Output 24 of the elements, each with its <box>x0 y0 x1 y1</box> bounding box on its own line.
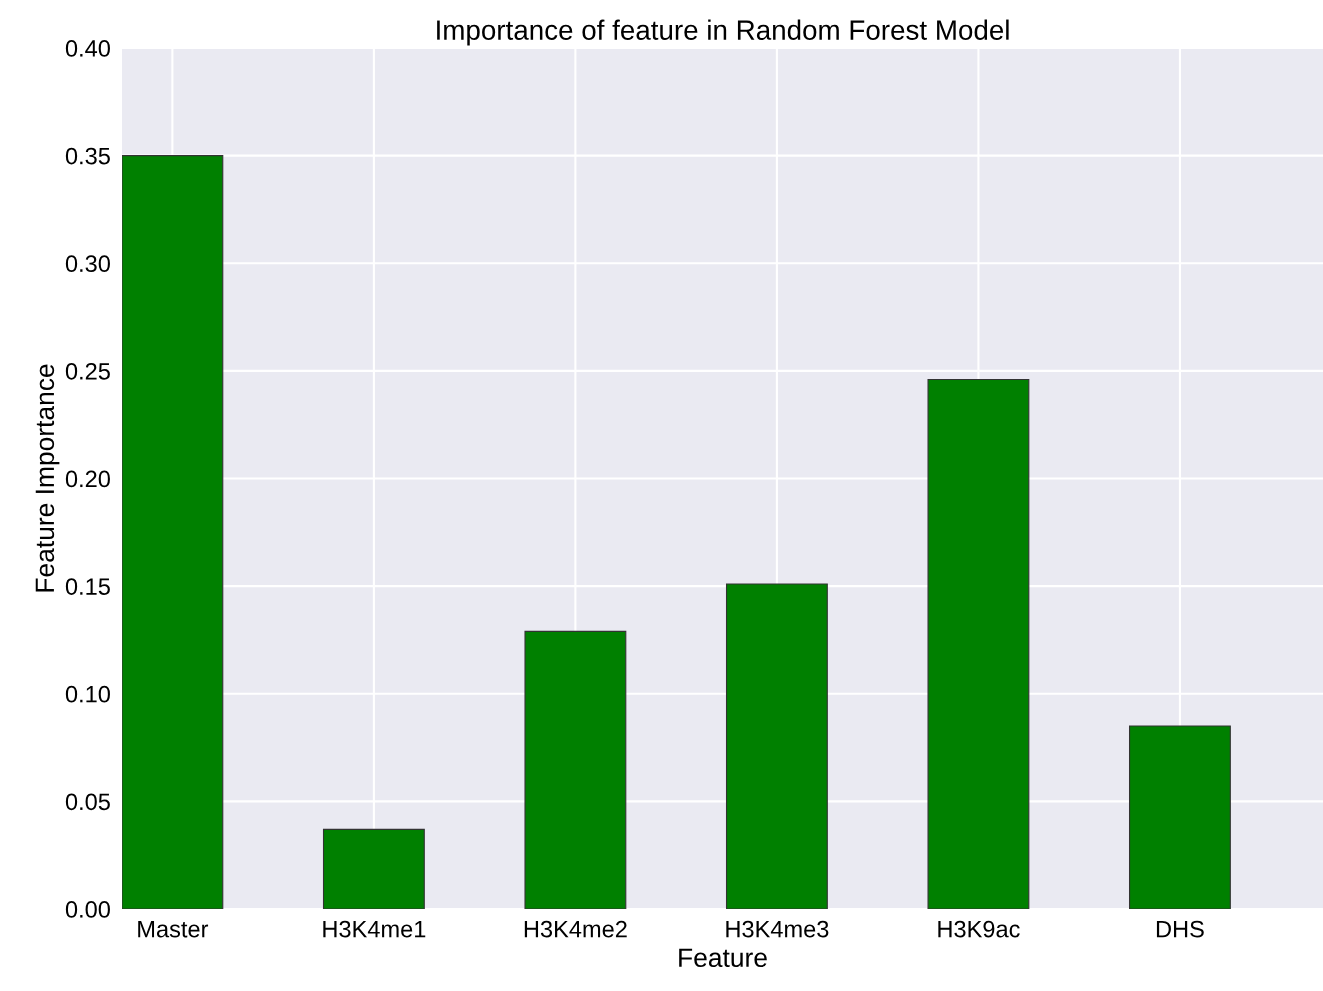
y-tick-label: 0.15 <box>65 578 110 595</box>
x-tick-label: DHS <box>1156 920 1204 938</box>
y-tick-label: 0.25 <box>65 362 110 380</box>
y-tick-label: 0.00 <box>65 901 110 918</box>
bar <box>927 378 1030 909</box>
y-tick-label: 0.40 <box>65 40 110 57</box>
bar <box>1128 725 1231 909</box>
y-tick-label: 0.10 <box>65 685 110 703</box>
y-axis-title: Feature Importance <box>35 364 60 592</box>
bar <box>122 155 224 909</box>
y-tick-label: 0.20 <box>65 470 110 488</box>
y-tick-label: 0.30 <box>65 255 110 273</box>
y-tick-label: 0.05 <box>65 793 110 811</box>
bar <box>725 583 828 909</box>
x-tick-label: H3K4me3 <box>726 920 829 938</box>
chart-title: Importance of feature in Random Forest Model <box>437 19 1009 46</box>
y-tick-label: 0.35 <box>65 147 110 165</box>
bar <box>524 630 627 909</box>
bar <box>322 828 425 909</box>
x-axis-title: Feature <box>679 948 767 968</box>
x-tick-label: H3K4me1 <box>323 920 426 938</box>
x-tick-label: H3K9ac <box>938 920 1020 938</box>
x-tick-label: Master <box>138 920 209 938</box>
x-tick-label: H3K4me2 <box>524 920 627 938</box>
